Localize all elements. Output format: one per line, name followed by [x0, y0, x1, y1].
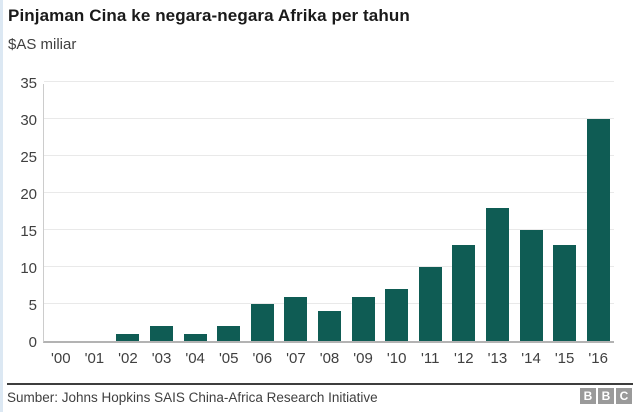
- gridline: [44, 229, 614, 230]
- y-tick-label: 35: [20, 75, 37, 92]
- source-attribution: Sumber: Johns Hopkins SAIS China-Africa …: [7, 390, 378, 405]
- y-tick-label: 10: [20, 260, 37, 277]
- x-tick-label: '00: [51, 350, 71, 367]
- plot-area: [43, 81, 614, 343]
- page-edge-strip: [0, 0, 3, 412]
- bar-11: [418, 267, 442, 341]
- x-tick-label: '09: [353, 350, 373, 367]
- gridline: [44, 155, 614, 156]
- y-tick-label: 25: [20, 149, 37, 166]
- bar-08: [318, 311, 341, 341]
- x-tick-label: '10: [386, 350, 407, 367]
- x-tick-label: '14: [521, 350, 541, 367]
- x-tick-label: '15: [554, 350, 575, 367]
- bar-09: [351, 297, 375, 341]
- bar-04: [183, 334, 207, 341]
- x-tick-label: '04: [185, 350, 205, 367]
- gridline: [44, 266, 614, 267]
- x-tick-label: '13: [487, 350, 508, 367]
- footer-divider: [7, 383, 633, 385]
- bar-14: [519, 230, 543, 341]
- chart-title: Pinjaman Cina ke negara-negara Afrika pe…: [8, 6, 410, 25]
- bar-10: [385, 289, 409, 341]
- gridline: [44, 118, 614, 119]
- x-tick-label: '08: [319, 350, 340, 367]
- y-tick-label: 20: [20, 186, 37, 203]
- x-tick-label: '16: [588, 350, 608, 367]
- x-tick-label: '03: [151, 350, 172, 367]
- y-tick-label: 30: [20, 112, 37, 129]
- x-tick-label: '06: [252, 350, 273, 367]
- bar-06: [250, 304, 274, 341]
- gridline: [44, 81, 614, 82]
- bar-15: [553, 245, 577, 341]
- y-tick-label: 5: [28, 297, 37, 314]
- bar-13: [485, 208, 509, 341]
- gridline: [44, 303, 614, 304]
- x-tick-label: '01: [84, 350, 105, 367]
- bbc-logo-letter: B: [580, 388, 596, 404]
- chart-unit-label: $AS miliar: [8, 36, 77, 53]
- x-tick-label: '12: [454, 350, 474, 367]
- gridline: [44, 192, 614, 193]
- x-tick-label: '05: [218, 350, 239, 367]
- bbc-logo: B B C: [580, 388, 632, 404]
- bar-16: [586, 119, 610, 341]
- bbc-logo-letter: C: [616, 388, 632, 404]
- x-axis-labels: '00 '01 '02 '03 '04 '05 '06 '07 '08 '09 '10 '11 '12 '…: [44, 350, 615, 368]
- y-tick-label: 15: [20, 223, 37, 240]
- y-tick-label: 0: [28, 334, 37, 351]
- bar-02: [116, 334, 140, 341]
- bbc-logo-letter: B: [598, 388, 614, 404]
- y-axis-labels: 0 5 10 15 20 25 30 35: [0, 75, 37, 351]
- bar-12: [452, 245, 476, 341]
- x-tick-label: '07: [286, 350, 306, 367]
- bar-03: [150, 326, 174, 341]
- bar-07: [284, 297, 308, 341]
- bar-05: [217, 326, 241, 341]
- x-tick-label: '02: [118, 350, 138, 367]
- x-tick-label: '11: [421, 350, 440, 367]
